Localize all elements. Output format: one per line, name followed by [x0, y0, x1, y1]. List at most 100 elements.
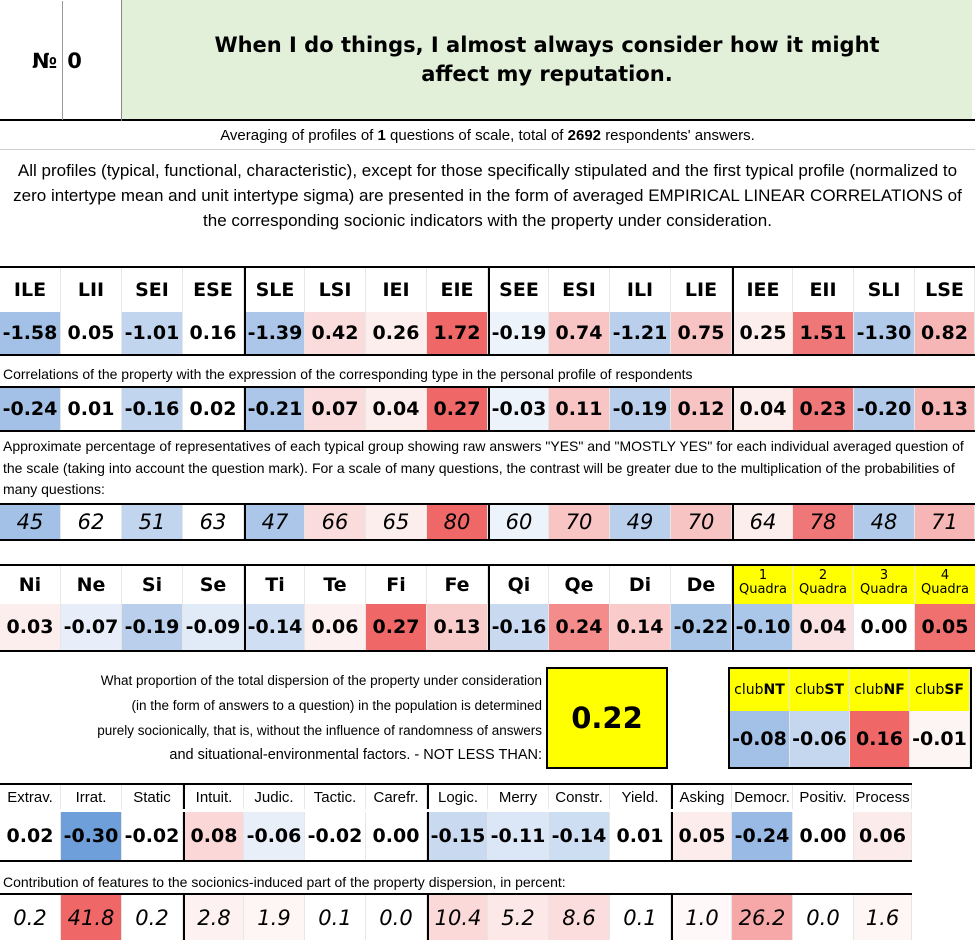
type-correlation-8: -0.03	[488, 388, 549, 430]
dichotomy-label-12: Democr.	[732, 785, 793, 809]
type-correlation-9: 0.11	[549, 388, 610, 430]
dichotomy-label-5: Tactic.	[305, 785, 366, 809]
function-label-8: Qi	[488, 566, 549, 604]
function-value-10: 0.14	[610, 604, 671, 650]
dichotomy-contribution-0: 0.2	[0, 895, 61, 940]
dichotomy-label-11: Asking	[671, 785, 732, 809]
type-normalized-15: 0.82	[915, 312, 975, 354]
type-normalized-12: 0.25	[732, 312, 793, 354]
type-normalized-0: -1.58	[0, 312, 61, 354]
function-value-6: 0.27	[366, 604, 427, 650]
type-normalized-8: -0.19	[488, 312, 549, 354]
type-correlation-5: 0.07	[305, 388, 366, 430]
dichotomy-contribution-13: 0.0	[793, 895, 854, 940]
dichotomy-value-2: -0.02	[122, 812, 183, 860]
type-label-3: ESE	[183, 268, 244, 312]
type-percentage-4: 47	[244, 505, 305, 539]
function-value-3: -0.09	[183, 604, 244, 650]
dichotomy-label-0: Extrav.	[0, 785, 61, 809]
type-normalized-5: 0.42	[305, 312, 366, 354]
function-value-5: 0.06	[305, 604, 366, 650]
type-percentage-1: 62	[61, 505, 122, 539]
type-label-2: SEI	[122, 268, 183, 312]
clubs-value-row: -0.08 -0.06 0.16 -0.01	[730, 711, 970, 767]
dichotomy-contribution-7: 10.4	[427, 895, 488, 940]
types-percentage-row: 45 62 51 63 47 66 65 80 60 70 49 70 64 78 48 71	[0, 505, 975, 539]
question-box: When I do things, I almost always consid…	[122, 0, 972, 119]
type-normalized-9: 0.74	[549, 312, 610, 354]
type-correlation-6: 0.04	[366, 388, 427, 430]
type-correlation-14: -0.20	[854, 388, 915, 430]
number-value: 0	[67, 48, 82, 73]
contribution-row: 0.2 41.8 0.2 2.8 1.9 0.1 0.0 10.4 5.2 8.6 0.1 1.0 26…	[0, 895, 912, 940]
type-label-9: ESI	[549, 268, 610, 312]
question-count: 1	[377, 127, 386, 144]
dichotomy-value-9: -0.14	[549, 812, 610, 860]
dichotomy-label-1: Irrat.	[61, 785, 122, 809]
summary-line: Averaging of profiles of 1 questions of …	[220, 127, 755, 144]
type-label-4: SLE	[244, 268, 305, 312]
function-value-11: -0.22	[671, 604, 732, 650]
type-percentage-5: 66	[305, 505, 366, 539]
type-normalized-13: 1.51	[793, 312, 854, 354]
type-percentage-2: 51	[122, 505, 183, 539]
dichotomy-contribution-4: 1.9	[244, 895, 305, 940]
contribution-note: Contribution of features to the socionic…	[3, 874, 566, 890]
type-correlation-1: 0.01	[61, 388, 122, 430]
dichotomy-contribution-9: 8.6	[549, 895, 610, 940]
quadra-value-0: -0.10	[732, 604, 793, 650]
type-normalized-4: -1.39	[244, 312, 305, 354]
clubs-header-row: club NT club ST club NF club SF	[730, 669, 970, 711]
type-normalized-3: 0.16	[183, 312, 244, 354]
respondent-count: 2692	[567, 127, 602, 144]
type-percentage-8: 60	[488, 505, 549, 539]
type-correlation-11: 0.12	[671, 388, 732, 430]
dichotomy-value-3: 0.08	[183, 812, 244, 860]
type-percentage-14: 48	[854, 505, 915, 539]
type-correlation-12: 0.04	[732, 388, 793, 430]
type-percentage-0: 45	[0, 505, 61, 539]
function-value-4: -0.14	[244, 604, 305, 650]
dichotomy-value-0: 0.02	[0, 812, 61, 860]
type-percentage-10: 49	[610, 505, 671, 539]
percent-note: Approximate percentage of representative…	[3, 438, 964, 497]
dichotomy-value-11: 0.05	[671, 812, 732, 860]
functions-header-row: Ni Ne Si Se Ti Te Fi Fe Qi Qe Di De 1 Quadra 2 Quadra 3 Q…	[0, 566, 975, 604]
function-value-0: 0.03	[0, 604, 61, 650]
type-label-1: LII	[61, 268, 122, 312]
club-label-1: club ST	[790, 669, 850, 711]
quadra-label-3: 4 Quadra	[915, 566, 975, 604]
dichotomy-contribution-12: 26.2	[732, 895, 793, 940]
type-correlation-7: 0.27	[427, 388, 488, 430]
type-correlation-2: -0.16	[122, 388, 183, 430]
dichotomy-value-10: 0.01	[610, 812, 671, 860]
type-label-11: LIE	[671, 268, 732, 312]
dichotomy-label-2: Static	[122, 785, 183, 809]
type-correlation-4: -0.21	[244, 388, 305, 430]
types-correlation-row: -0.24 0.01 -0.16 0.02 -0.21 0.07 0.04 0.27 -0.03…	[0, 388, 975, 430]
dichotomy-value-1: -0.30	[61, 812, 122, 860]
function-label-3: Se	[183, 566, 244, 604]
correlation-note: Correlations of the property with the ex…	[3, 366, 693, 382]
function-label-9: Qe	[549, 566, 610, 604]
type-label-8: SEE	[488, 268, 549, 312]
function-label-2: Si	[122, 566, 183, 604]
type-percentage-9: 70	[549, 505, 610, 539]
type-correlation-10: -0.19	[610, 388, 671, 430]
dichotomy-value-4: -0.06	[244, 812, 305, 860]
type-normalized-10: -1.21	[610, 312, 671, 354]
dichotomy-label-13: Positiv.	[793, 785, 854, 809]
type-correlation-0: -0.24	[0, 388, 61, 430]
type-label-0: ILE	[0, 268, 61, 312]
dichotomy-contribution-2: 0.2	[122, 895, 183, 940]
function-value-1: -0.07	[61, 604, 122, 650]
dichotomy-value-5: -0.02	[305, 812, 366, 860]
function-value-8: -0.16	[488, 604, 549, 650]
question-header: № 0 When I do things, I almost always co…	[0, 0, 975, 121]
type-normalized-7: 1.72	[427, 312, 488, 354]
dichotomy-contribution-10: 0.1	[610, 895, 671, 940]
function-label-6: Fi	[366, 566, 427, 604]
type-percentage-13: 78	[793, 505, 854, 539]
dichotomy-value-8: -0.11	[488, 812, 549, 860]
type-normalized-14: -1.30	[854, 312, 915, 354]
